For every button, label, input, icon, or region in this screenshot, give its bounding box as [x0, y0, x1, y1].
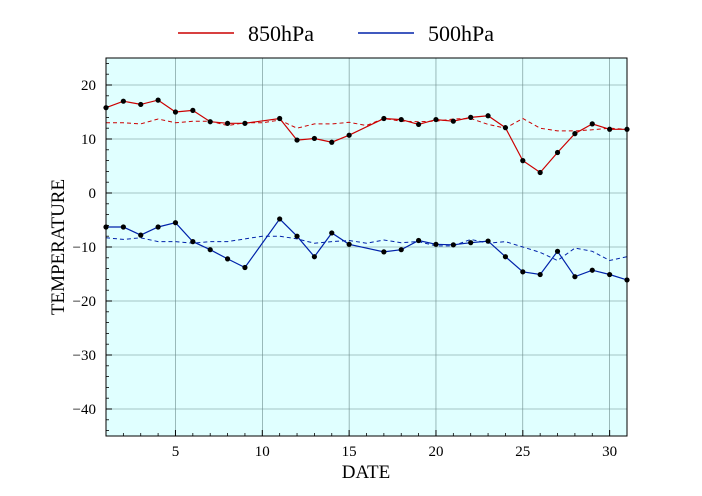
data-point [433, 116, 439, 123]
data-point [607, 271, 613, 278]
data-point [502, 254, 509, 260]
data-point [329, 139, 335, 145]
data-point [138, 101, 144, 108]
data-point [468, 114, 474, 120]
data-point [416, 121, 422, 128]
data-point [207, 119, 213, 125]
data-point [450, 118, 456, 124]
data-point [190, 107, 196, 113]
data-point [572, 274, 578, 280]
data-point [294, 137, 300, 143]
x-tick-label: 25 [515, 444, 530, 460]
data-point [537, 169, 543, 176]
series-markers [103, 97, 630, 283]
data-point [120, 224, 126, 230]
data-point [224, 120, 231, 126]
data-point [554, 248, 561, 254]
data-point [346, 132, 352, 138]
tick-labels: 5 10 15 20 25 30 −40 −30 −20 −10 0 10 20 [73, 78, 618, 460]
y-tick-label: −20 [73, 294, 96, 310]
data-point [502, 125, 509, 131]
data-point [416, 237, 422, 244]
data-point [172, 109, 179, 115]
data-point [242, 264, 248, 271]
data-point [433, 241, 439, 247]
data-point [450, 242, 456, 248]
data-point [311, 254, 317, 260]
data-point [607, 126, 613, 132]
data-point [381, 249, 387, 255]
y-tick-label: −40 [73, 402, 96, 418]
y-tick-label: −10 [73, 240, 96, 256]
data-point [277, 115, 283, 122]
data-point [589, 121, 595, 127]
data-point [485, 113, 491, 119]
data-point [242, 120, 248, 126]
data-point [277, 216, 283, 222]
data-point [120, 98, 126, 104]
data-point [520, 158, 526, 164]
data-point [155, 224, 161, 230]
data-point [554, 149, 561, 156]
data-point [485, 238, 491, 244]
data-point [398, 116, 404, 123]
y-tick-label: 0 [89, 186, 97, 202]
x-tick-label: 30 [602, 444, 617, 460]
data-point [398, 247, 404, 253]
data-point [329, 230, 335, 236]
legend: 850hPa 500hPa [178, 21, 494, 46]
grid [106, 58, 627, 436]
x-tick-label: 10 [255, 444, 270, 460]
data-point [224, 256, 231, 262]
legend-label-500: 500hPa [428, 21, 494, 46]
data-point [589, 267, 595, 273]
x-tick-label: 5 [172, 444, 180, 460]
data-point [381, 115, 387, 122]
data-point [346, 241, 352, 247]
y-axis-title: TEMPERATURE [48, 179, 69, 315]
axis-ticks [105, 63, 628, 436]
x-tick-label: 20 [428, 444, 443, 460]
y-tick-label: −30 [73, 348, 96, 364]
data-point [294, 233, 300, 239]
data-point [155, 97, 161, 103]
data-point [572, 131, 578, 137]
data-point [311, 135, 317, 142]
data-point [190, 239, 196, 245]
data-point [172, 220, 179, 226]
series-line-1 [106, 117, 628, 132]
data-point [537, 271, 543, 278]
data-point [138, 232, 144, 238]
y-tick-label: 10 [81, 132, 96, 148]
y-tick-label: 20 [81, 78, 96, 94]
x-tick-label: 15 [342, 444, 357, 460]
data-point [207, 247, 213, 253]
legend-label-850: 850hPa [248, 21, 314, 46]
data-point [468, 240, 474, 246]
x-axis-title: DATE [342, 462, 391, 483]
data-point [520, 269, 526, 275]
